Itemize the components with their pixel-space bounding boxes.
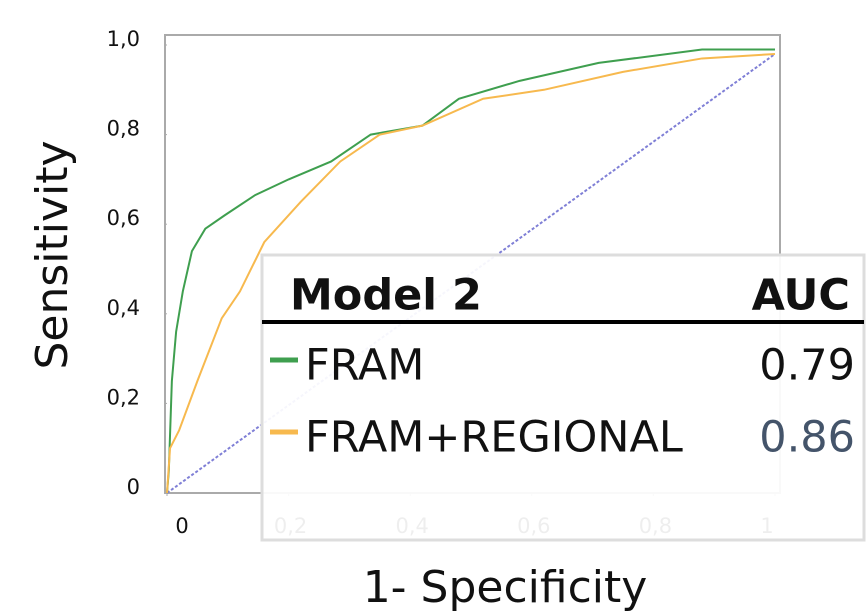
y-tick-label: 0 (127, 475, 140, 499)
roc-line (166, 48, 775, 494)
x-tick-label: 0 (175, 514, 188, 538)
y-tick-label: 0,6 (107, 206, 140, 230)
legend-box (260, 253, 866, 542)
y-tick-label: 0,4 (107, 296, 140, 320)
legend-header: AUC (752, 271, 850, 321)
legend-auc: 0.79 (759, 341, 855, 391)
y-tick-label: 0,8 (107, 117, 140, 141)
legend-label: FRAM+REGIONAL (305, 413, 683, 463)
legend-title: Model 2 (290, 271, 482, 321)
legend-auc: 0.86 (759, 413, 855, 463)
y-axis-label: Sensitivity (27, 140, 78, 369)
y-tick-label: 0,2 (107, 385, 140, 409)
y-tick-label: 1,0 (107, 27, 140, 51)
roc-line (166, 52, 776, 494)
x-axis-label: 1- Specificity (363, 562, 648, 613)
legend-label: FRAM (305, 341, 424, 391)
